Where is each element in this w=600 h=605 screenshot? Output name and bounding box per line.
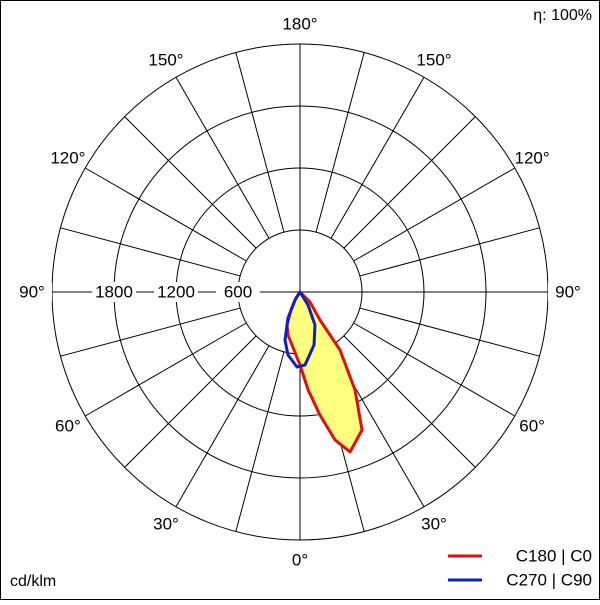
legend-label: C270 | C90 (506, 570, 592, 589)
spoke (124, 116, 257, 249)
spoke (359, 307, 540, 357)
spoke (343, 116, 476, 249)
intensity-curve (283, 290, 317, 369)
spoke (343, 335, 476, 468)
radial-tick-label: 1200 (157, 282, 195, 301)
angle-tick-label: 60° (55, 416, 81, 435)
unit-label: cd/klm (10, 573, 56, 590)
angle-tick-label: 180° (282, 14, 317, 33)
angle-tick-label: 150° (416, 50, 451, 69)
spoke (330, 76, 425, 239)
spoke (124, 335, 257, 468)
angle-tick-label: 120° (515, 148, 550, 167)
angle-tick-label: 0° (292, 550, 308, 569)
spoke (359, 227, 540, 277)
spoke (235, 52, 285, 233)
angle-tick-label: 120° (50, 148, 85, 167)
spoke (84, 167, 247, 262)
spoke (235, 351, 285, 532)
spoke (175, 345, 270, 508)
angle-tick-label: 150° (148, 50, 183, 69)
angle-tick-label: 90° (555, 282, 581, 301)
tick-label-bg (548, 282, 588, 302)
radial-tick-label: 600 (224, 282, 252, 301)
spoke (84, 322, 247, 417)
spoke (353, 322, 516, 417)
angle-tick-label: 90° (19, 282, 45, 301)
legend-label: C180 | C0 (516, 546, 592, 565)
spoke (353, 167, 516, 262)
tick-label-bg (216, 282, 260, 302)
spoke (315, 52, 365, 233)
spoke (60, 227, 241, 277)
radial-tick-label: 1800 (95, 282, 133, 301)
tick-label-bg (154, 282, 198, 302)
angle-tick-label: 60° (519, 416, 545, 435)
tick-label-bg (12, 282, 52, 302)
tick-label-bg (92, 282, 136, 302)
intensity-curve (285, 290, 364, 454)
efficiency-label: η: 100% (533, 7, 592, 24)
spoke (60, 307, 241, 357)
angle-tick-label: 30° (153, 515, 179, 534)
angle-tick-label: 30° (421, 515, 447, 534)
spoke (175, 76, 270, 239)
